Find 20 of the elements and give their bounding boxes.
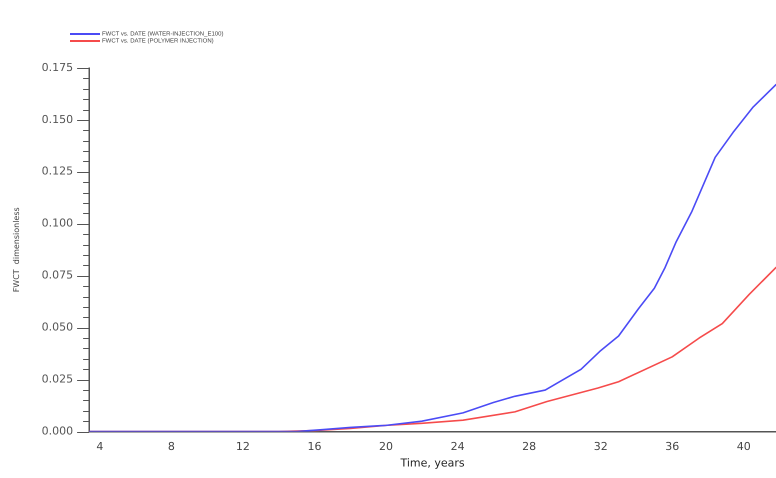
y-tick-label: 0.150 [42, 112, 74, 126]
y-tick-label: 0.050 [42, 320, 74, 334]
x-tick-label: 40 [736, 440, 751, 454]
y-tick-label: 0.025 [42, 372, 74, 386]
x-tick-label: 24 [450, 440, 465, 454]
y-tick-label: 0.175 [42, 60, 74, 74]
x-tick-label: 20 [379, 440, 394, 454]
y-tick-label: 0.000 [42, 424, 74, 438]
x-axis-title: Time, years [399, 456, 465, 470]
x-tick-label: 32 [594, 440, 608, 454]
x-tick-label: 12 [236, 440, 250, 454]
x-tick-label: 8 [168, 440, 175, 454]
y-tick-label: 0.100 [42, 216, 74, 230]
y-tick-label: 0.075 [42, 268, 74, 282]
y-tick-label: 0.125 [42, 164, 74, 178]
x-tick-label: 36 [665, 440, 680, 454]
y-axis-title: FWCT dimensionless [12, 207, 21, 292]
x-tick-label: 4 [96, 440, 104, 454]
x-tick-label: 16 [307, 440, 322, 454]
x-tick-label: 28 [522, 440, 536, 454]
